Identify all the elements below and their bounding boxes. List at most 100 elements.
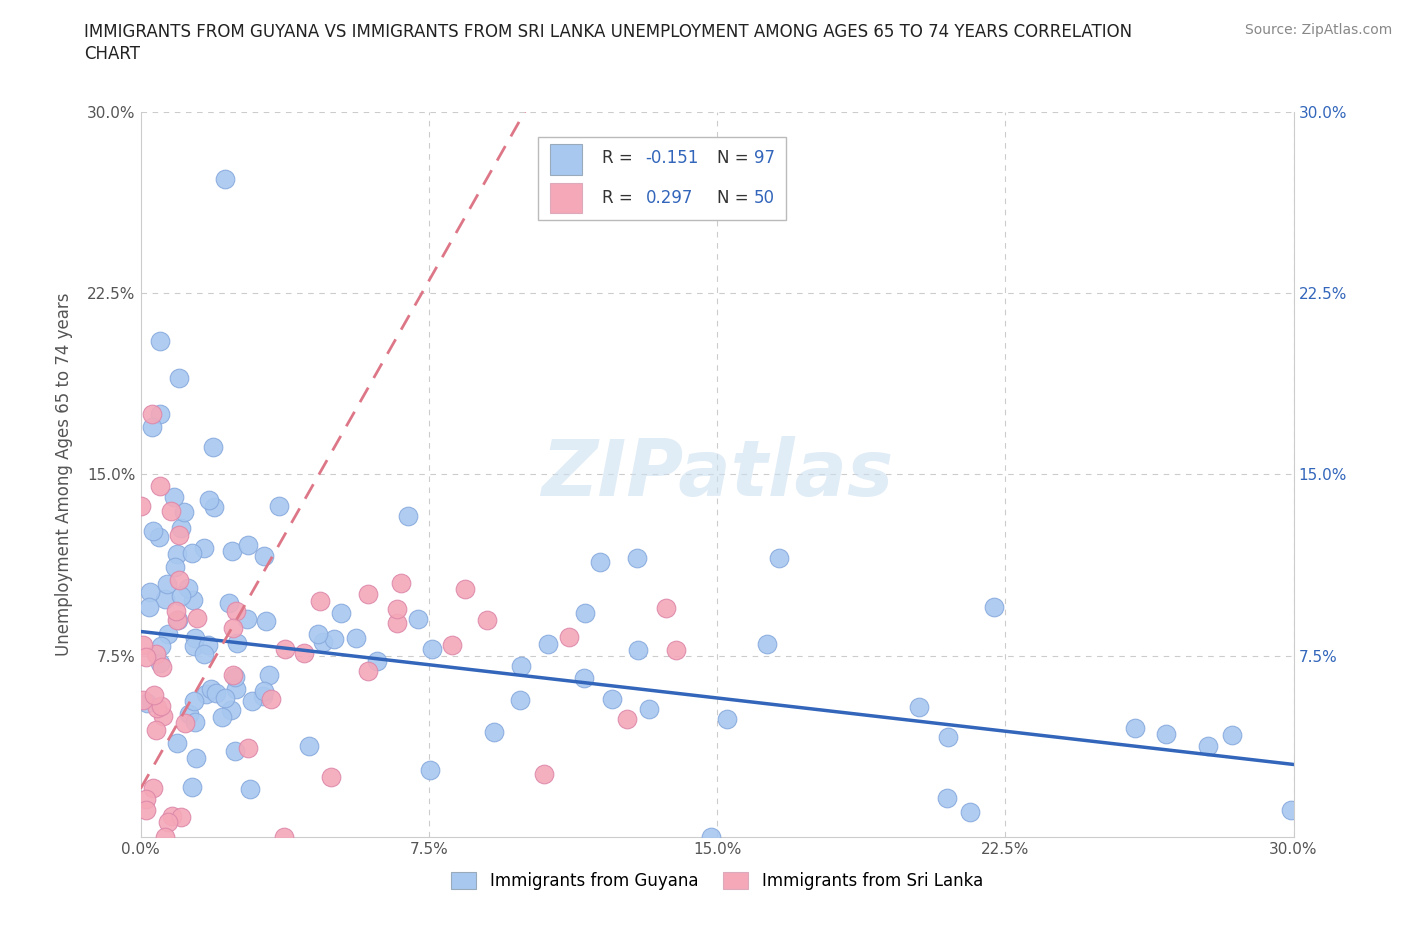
Point [236, 612, 259, 627]
Point [385, 616, 408, 631]
Point [311, 634, 333, 649]
Point [588, 554, 610, 569]
Point [205, 685, 228, 700]
Point [181, 545, 204, 560]
Point [936, 729, 959, 744]
Point [165, 560, 187, 575]
Point [222, 620, 245, 635]
Point [141, 780, 163, 795]
FancyBboxPatch shape [550, 144, 582, 175]
Point [309, 593, 332, 608]
Point [214, 690, 236, 705]
Point [406, 611, 429, 626]
Text: 97: 97 [754, 149, 775, 166]
Point [716, 712, 738, 727]
Point [211, 710, 233, 724]
Point [167, 573, 190, 588]
Text: CHART: CHART [84, 45, 141, 62]
Point [477, 613, 499, 628]
Point [152, 709, 174, 724]
Point [319, 770, 342, 785]
Point [366, 654, 388, 669]
Point [226, 635, 249, 650]
FancyBboxPatch shape [550, 182, 582, 213]
Point [574, 671, 596, 685]
Point [983, 600, 1005, 615]
Point [959, 804, 981, 819]
Point [155, 591, 177, 606]
Point [149, 479, 172, 494]
Point [509, 693, 531, 708]
Point [132, 637, 155, 652]
Point [224, 670, 246, 684]
Point [160, 503, 183, 518]
Point [183, 639, 205, 654]
Point [700, 830, 723, 844]
Point [240, 694, 263, 709]
Point [193, 540, 215, 555]
Point [254, 613, 277, 628]
Point [149, 656, 172, 671]
Point [482, 725, 505, 740]
Point [160, 808, 183, 823]
Point [224, 744, 246, 759]
Point [218, 596, 240, 611]
Point [908, 700, 931, 715]
Point [252, 689, 274, 704]
Point [292, 645, 315, 660]
Point [441, 638, 464, 653]
Point [665, 642, 688, 657]
Point [638, 702, 661, 717]
Point [357, 587, 380, 602]
Point [195, 686, 218, 701]
Point [222, 667, 245, 682]
Point [163, 489, 186, 504]
Point [936, 790, 959, 805]
Point [1154, 726, 1177, 741]
Text: -0.151: -0.151 [645, 149, 699, 166]
Legend: Immigrants from Guyana, Immigrants from Sri Lanka: Immigrants from Guyana, Immigrants from … [451, 872, 983, 890]
Point [1220, 728, 1243, 743]
Point [509, 659, 531, 674]
Point [259, 668, 281, 683]
Point [221, 703, 243, 718]
Text: Source: ZipAtlas.com: Source: ZipAtlas.com [1244, 23, 1392, 37]
Text: R =: R = [602, 189, 638, 206]
Text: ZIPatlas: ZIPatlas [541, 436, 893, 512]
Point [148, 529, 170, 544]
Point [1123, 721, 1146, 736]
Point [307, 626, 329, 641]
Point [396, 509, 419, 524]
Point [756, 636, 779, 651]
Point [184, 751, 207, 765]
Point [184, 714, 207, 729]
Point [135, 695, 157, 710]
Point [149, 406, 172, 421]
Point [269, 499, 291, 514]
Point [239, 782, 262, 797]
Point [150, 659, 173, 674]
Point [167, 370, 190, 385]
Text: R =: R = [602, 149, 638, 166]
Point [150, 699, 173, 714]
Point [357, 663, 380, 678]
Point [558, 630, 581, 644]
Point [616, 712, 638, 727]
Point [202, 500, 225, 515]
Point [225, 604, 247, 618]
Point [135, 650, 157, 665]
Point [145, 646, 167, 661]
Point [179, 707, 201, 722]
Point [167, 527, 190, 542]
Point [166, 736, 188, 751]
Point [165, 604, 187, 618]
Point [142, 524, 165, 538]
Point [170, 521, 193, 536]
Point [166, 547, 188, 562]
Point [238, 538, 260, 552]
Text: 0.297: 0.297 [645, 189, 693, 206]
Point [200, 682, 222, 697]
Point [600, 692, 623, 707]
Point [129, 498, 152, 513]
Point [1279, 803, 1302, 817]
